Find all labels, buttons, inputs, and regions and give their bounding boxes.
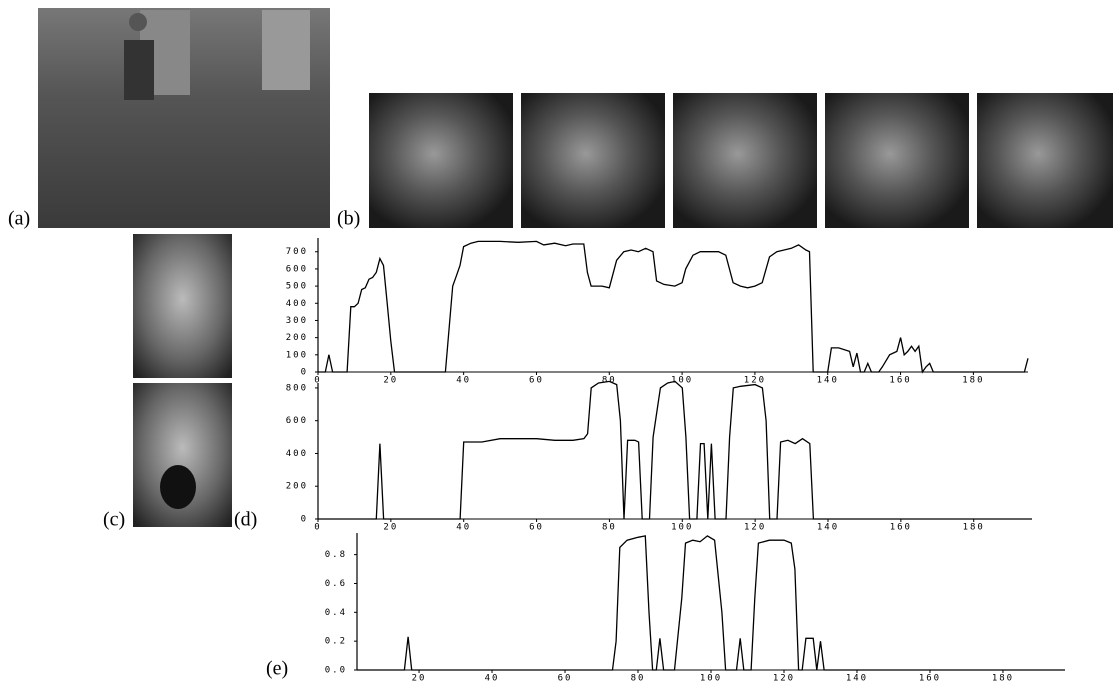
panel-label: (e) — [266, 658, 288, 680]
x-tick-label: 0 — [314, 523, 321, 533]
y-tick-label: 0.8 — [325, 550, 347, 560]
y-tick-label: 700 — [286, 247, 308, 257]
y-tick-label: 0.6 — [325, 579, 347, 589]
x-tick-label: 80 — [602, 376, 617, 386]
x-tick-label: 120 — [773, 674, 795, 684]
x-tick-label: 20 — [383, 523, 398, 533]
x-tick-label: 180 — [963, 523, 985, 533]
x-tick-label: 160 — [890, 523, 912, 533]
x-tick-label: 100 — [671, 376, 693, 386]
y-tick-label: 600 — [286, 416, 308, 426]
x-tick-label: 100 — [671, 523, 693, 533]
x-tick-label: 40 — [485, 674, 500, 684]
x-tick-label: 60 — [529, 523, 544, 533]
panel-label: (d) — [234, 509, 257, 531]
x-tick-label: 180 — [962, 376, 984, 386]
x-tick-label: 0 — [314, 376, 321, 386]
x-tick-label: 40 — [456, 523, 471, 533]
photo-room — [38, 8, 330, 228]
y-tick-label: 400 — [286, 449, 308, 459]
data-line — [357, 535, 1065, 671]
y-tick-label: 0.2 — [325, 637, 347, 647]
x-tick-label: 80 — [631, 674, 646, 684]
x-tick-label: 40 — [456, 376, 471, 386]
panel-label: (c) — [103, 509, 125, 531]
x-tick-label: 60 — [558, 674, 573, 684]
y-tick-label: 200 — [286, 333, 308, 343]
y-tick-label: 500 — [286, 282, 308, 292]
y-tick-label: 0 — [301, 368, 308, 378]
x-tick-label: 180 — [992, 674, 1014, 684]
data-line — [318, 240, 1029, 374]
y-tick-label: 800 — [286, 383, 308, 393]
x-tick-label: 140 — [817, 376, 839, 386]
x-tick-label: 80 — [602, 523, 617, 533]
data-line — [318, 380, 1032, 520]
photo-faces — [369, 93, 1113, 228]
panel-label: (a) — [8, 208, 30, 230]
panel-label: (b) — [337, 208, 360, 230]
x-tick-label: 140 — [846, 674, 868, 684]
y-tick-label: 100 — [286, 350, 308, 360]
x-tick-label: 20 — [383, 376, 398, 386]
x-tick-label: 120 — [744, 523, 766, 533]
x-tick-label: 140 — [817, 523, 839, 533]
x-tick-label: 120 — [744, 376, 766, 386]
y-tick-label: 200 — [286, 482, 308, 492]
face-crops — [133, 234, 232, 527]
y-tick-label: 0.0 — [325, 666, 347, 676]
y-tick-label: 300 — [286, 316, 308, 326]
y-tick-label: 600 — [286, 264, 308, 274]
x-tick-label: 100 — [700, 674, 722, 684]
y-tick-label: 400 — [286, 299, 308, 309]
x-tick-label: 20 — [412, 674, 427, 684]
y-tick-label: 0 — [301, 515, 308, 525]
x-tick-label: 60 — [529, 376, 544, 386]
x-tick-label: 160 — [889, 376, 911, 386]
y-tick-label: 0.4 — [325, 608, 347, 618]
x-tick-label: 160 — [919, 674, 941, 684]
